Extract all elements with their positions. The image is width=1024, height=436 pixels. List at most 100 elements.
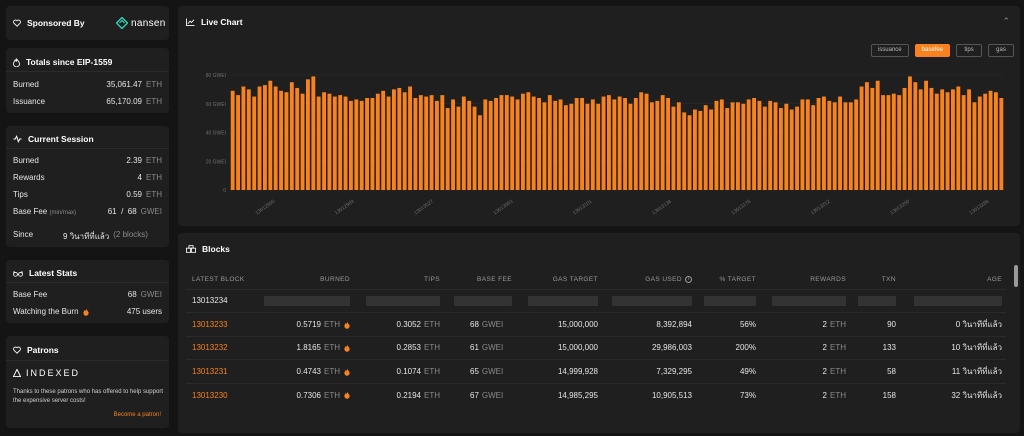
blocks-scrollbar[interactable] (1014, 265, 1018, 287)
col-age[interactable]: AGE (987, 275, 1002, 283)
basefee-bar[interactable] (236, 95, 240, 191)
basefee-bar[interactable] (596, 103, 601, 190)
basefee-bar[interactable] (671, 106, 676, 191)
basefee-bar[interactable] (601, 96, 606, 190)
basefee-bar[interactable] (768, 100, 773, 191)
basefee-bar[interactable] (365, 98, 369, 190)
basefee-bar[interactable] (999, 98, 1004, 190)
basefee-bar[interactable] (617, 96, 622, 190)
basefee-bar[interactable] (257, 86, 262, 191)
basefee-bar[interactable] (397, 87, 402, 190)
basefee-bar[interactable] (784, 103, 789, 190)
basefee-bar[interactable] (714, 100, 719, 191)
basefee-bar[interactable] (461, 96, 466, 190)
basefee-bar[interactable] (607, 95, 611, 191)
basefee-bar[interactable] (386, 96, 391, 190)
basefee-bar[interactable] (424, 96, 429, 190)
basefee-bar[interactable] (521, 93, 525, 190)
basefee-bar[interactable] (252, 96, 257, 190)
basefee-bar[interactable] (811, 105, 816, 190)
basefee-bar[interactable] (488, 100, 493, 191)
basefee-bar[interactable] (779, 108, 783, 190)
col-burned[interactable]: BURNED (320, 275, 350, 283)
basefee-bar[interactable] (289, 82, 294, 190)
basefee-bar[interactable] (467, 100, 472, 191)
basefee-bar[interactable] (881, 95, 885, 191)
basefee-bar[interactable] (537, 98, 541, 190)
basefee-bar[interactable] (359, 100, 364, 191)
col-pct-target[interactable]: % TARGET (719, 275, 756, 283)
basefee-bar[interactable] (241, 86, 246, 191)
basefee-bar[interactable] (762, 106, 767, 191)
toggle-issuance[interactable]: issuance (870, 44, 909, 57)
basefee-bar[interactable] (429, 95, 434, 191)
table-row[interactable]: 13013231 0.4743 ETH 0.1074 ETH 65 GWEI 14,999,9… (186, 359, 1006, 383)
basefee-bar[interactable] (676, 102, 681, 190)
basefee-bar[interactable] (977, 96, 982, 190)
block-number-link[interactable]: 13013233 (186, 312, 250, 336)
basefee-bar[interactable] (300, 93, 305, 190)
basefee-bar[interactable] (827, 100, 832, 191)
basefee-bar[interactable] (666, 98, 670, 190)
basefee-bar[interactable] (940, 89, 945, 191)
basefee-bar[interactable] (279, 90, 283, 190)
basefee-bar[interactable] (343, 96, 348, 190)
basefee-bar[interactable] (805, 99, 810, 190)
basefee-bar[interactable] (268, 80, 273, 190)
basefee-bar[interactable] (580, 98, 584, 190)
basefee-bar[interactable] (682, 112, 687, 191)
col-gas-used[interactable]: GAS USED i (602, 270, 696, 289)
basefee-bar[interactable] (644, 93, 649, 190)
basefee-bar[interactable] (408, 86, 412, 191)
basefee-bar[interactable] (451, 99, 455, 190)
basefee-bar[interactable] (402, 92, 407, 190)
basefee-bar[interactable] (736, 102, 740, 190)
basefee-bar[interactable] (306, 79, 310, 190)
basefee-bar[interactable] (504, 95, 509, 191)
toggle-basefee[interactable]: basefee (914, 44, 950, 57)
basefee-bar[interactable] (316, 96, 321, 190)
basefee-bar[interactable] (822, 96, 826, 190)
basefee-bar[interactable] (865, 82, 869, 190)
table-row[interactable]: 13013233 0.5719 ETH 0.3052 ETH 68 GWEI 15,000,0… (186, 312, 1006, 336)
basefee-bar[interactable] (515, 99, 520, 190)
basefee-bar[interactable] (709, 109, 713, 191)
basefee-bar[interactable] (349, 100, 353, 191)
basefee-bar[interactable] (918, 89, 923, 191)
basefee-bar[interactable] (719, 99, 724, 190)
basefee-bar[interactable] (875, 80, 880, 190)
basefee-bar[interactable] (623, 98, 627, 190)
basefee-bar[interactable] (413, 98, 418, 190)
basefee-bar[interactable] (633, 98, 638, 190)
col-rewards[interactable]: REWARDS (810, 275, 846, 283)
basefee-bar[interactable] (354, 99, 359, 190)
col-txn[interactable]: TXN (881, 275, 896, 283)
basefee-bar[interactable] (547, 95, 552, 191)
basefee-bar[interactable] (392, 89, 396, 191)
basefee-bar[interactable] (908, 76, 912, 190)
basefee-bar[interactable] (994, 92, 998, 190)
basefee-bar[interactable] (542, 102, 547, 190)
become-patron-link[interactable]: Become a patron! (113, 412, 161, 418)
basefee-bar[interactable] (961, 95, 966, 191)
basefee-bar[interactable] (246, 89, 251, 191)
indexed-logo[interactable]: INDEXED (13, 368, 80, 378)
basefee-bar[interactable] (510, 96, 515, 190)
basefee-bar[interactable] (612, 99, 617, 190)
col-tips[interactable]: TIPS (423, 275, 440, 283)
basefee-bar[interactable] (757, 100, 762, 191)
basefee-bar[interactable] (752, 98, 756, 190)
basefee-bar[interactable] (499, 95, 504, 191)
basefee-bar[interactable] (972, 102, 977, 190)
basefee-bar[interactable] (564, 105, 568, 190)
basefee-bar[interactable] (934, 93, 939, 190)
basefee-bar[interactable] (263, 85, 267, 190)
basefee-bar[interactable] (585, 103, 590, 190)
basefee-bar[interactable] (902, 87, 907, 190)
basefee-bar[interactable] (440, 95, 445, 191)
block-number-link[interactable]: 13013232 (186, 335, 250, 360)
basefee-bar[interactable] (660, 95, 665, 191)
basefee-bar[interactable] (311, 76, 316, 190)
basefee-bar[interactable] (445, 108, 450, 190)
basefee-bar[interactable] (650, 102, 654, 190)
